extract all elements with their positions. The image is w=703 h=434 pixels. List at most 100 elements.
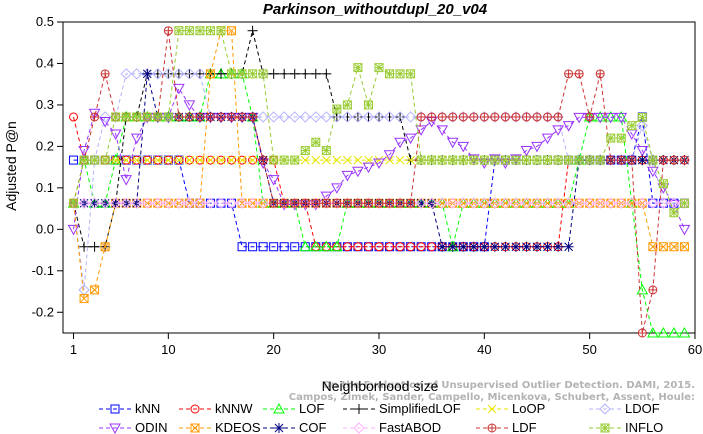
data-point-cof bbox=[489, 241, 500, 252]
data-point-odin bbox=[457, 141, 470, 153]
data-point-odin bbox=[467, 154, 480, 165]
data-point-knn bbox=[269, 242, 279, 252]
data-point-inflo bbox=[627, 121, 637, 131]
data-point-ldf bbox=[479, 112, 489, 122]
data-point-fastabod bbox=[173, 197, 185, 209]
data-point-cof bbox=[447, 241, 458, 252]
data-point-fastabod bbox=[99, 197, 111, 209]
data-point-knnw bbox=[374, 242, 384, 252]
legend-marker-fastabod bbox=[353, 422, 365, 434]
data-point-inflo bbox=[100, 155, 110, 165]
data-point-kdeos bbox=[90, 285, 100, 295]
data-point-ldf bbox=[521, 112, 531, 122]
data-point-ldof bbox=[131, 68, 143, 80]
data-point-knn bbox=[237, 242, 247, 252]
data-point-fastabod bbox=[678, 197, 691, 209]
legend-item-knn: kNN bbox=[99, 401, 160, 416]
data-point-knnw bbox=[385, 242, 395, 252]
data-point-odin bbox=[109, 129, 122, 140]
data-point-ldf bbox=[585, 112, 595, 122]
data-point-ldof bbox=[299, 111, 311, 123]
data-point-loop bbox=[111, 155, 121, 165]
data-point-inflo bbox=[227, 69, 237, 79]
data-point-kdeos bbox=[100, 242, 110, 252]
data-point-fastabod bbox=[162, 197, 175, 209]
data-point-fastabod bbox=[573, 197, 585, 209]
data-point-kdeos bbox=[100, 242, 110, 252]
data-point-loop bbox=[185, 155, 194, 165]
data-point-fastabod bbox=[131, 197, 143, 209]
data-point-ldf bbox=[606, 155, 616, 165]
data-point-ldf bbox=[469, 112, 479, 122]
data-point-kdeos bbox=[669, 242, 679, 252]
data-point-fastabod bbox=[183, 197, 196, 209]
data-point-ldof bbox=[404, 111, 417, 123]
legend-marker-knnw bbox=[190, 404, 200, 414]
data-point-fastabod bbox=[78, 197, 90, 209]
data-point-cof bbox=[458, 241, 469, 252]
data-point-kdeos bbox=[205, 69, 215, 79]
data-point-knn bbox=[269, 242, 279, 252]
data-point-odin bbox=[404, 133, 417, 145]
legend-item-inflo: INFLO bbox=[589, 420, 663, 434]
data-point-odin bbox=[67, 224, 80, 236]
data-point-inflo bbox=[416, 155, 426, 165]
data-point-fastabod bbox=[447, 197, 459, 209]
data-point-ldof bbox=[162, 68, 175, 80]
data-point-lof bbox=[594, 110, 607, 122]
data-point-inflo bbox=[500, 155, 510, 165]
legend-marker-cof bbox=[274, 423, 284, 433]
data-point-inflo bbox=[669, 208, 679, 218]
data-point-inflo bbox=[395, 69, 405, 79]
data-point-odin bbox=[436, 125, 449, 136]
data-point-inflo bbox=[163, 112, 173, 122]
data-point-ldf bbox=[490, 112, 500, 122]
data-point-simplifiedlof bbox=[247, 25, 258, 36]
data-point-odin bbox=[183, 100, 196, 111]
data-point-fastabod bbox=[152, 197, 164, 209]
data-point-fastabod bbox=[457, 197, 469, 209]
data-point-odin bbox=[352, 166, 364, 178]
data-point-fastabod bbox=[436, 197, 448, 209]
data-point-fastabod bbox=[204, 197, 217, 209]
legend-label-kdeos: KDEOS bbox=[215, 420, 261, 434]
data-point-odin bbox=[541, 133, 554, 145]
data-point-fastabod bbox=[489, 197, 501, 209]
data-point-kdeos bbox=[553, 198, 563, 208]
data-point-kdeos bbox=[511, 198, 521, 208]
data-point-ldf bbox=[511, 112, 521, 122]
data-point-inflo bbox=[469, 155, 479, 165]
data-point-knnw bbox=[416, 242, 426, 252]
data-point-fastabod bbox=[162, 197, 175, 209]
data-point-fastabod bbox=[499, 197, 512, 209]
data-point-loop bbox=[174, 155, 184, 165]
data-point-odin bbox=[636, 146, 649, 157]
data-point-fastabod bbox=[647, 197, 659, 209]
data-point-knnw bbox=[406, 242, 416, 252]
data-point-kdeos bbox=[79, 294, 89, 304]
data-point-inflo bbox=[248, 69, 258, 79]
data-point-ldof bbox=[310, 111, 322, 123]
data-point-odin bbox=[109, 129, 122, 140]
data-point-odin bbox=[615, 112, 628, 124]
data-point-lof bbox=[331, 240, 343, 252]
legend-marker-inflo bbox=[600, 423, 610, 433]
data-point-fastabod bbox=[531, 197, 543, 209]
series-line-ldof bbox=[73, 73, 685, 290]
data-point-inflo bbox=[585, 155, 595, 165]
data-point-odin bbox=[436, 125, 449, 136]
data-point-simplifiedlof bbox=[216, 68, 226, 79]
data-point-odin bbox=[362, 162, 375, 174]
data-point-fastabod bbox=[246, 197, 259, 209]
data-point-inflo bbox=[521, 155, 531, 165]
data-point-inflo bbox=[658, 179, 668, 189]
data-point-fastabod bbox=[436, 197, 448, 209]
data-point-odin bbox=[489, 154, 501, 165]
data-point-ldof bbox=[88, 154, 101, 166]
data-point-loop bbox=[121, 155, 131, 165]
data-point-fastabod bbox=[204, 197, 217, 209]
data-point-ldof bbox=[289, 111, 301, 123]
data-point-ldf bbox=[637, 328, 647, 338]
data-point-inflo bbox=[511, 155, 521, 165]
data-point-ldf bbox=[427, 112, 437, 122]
